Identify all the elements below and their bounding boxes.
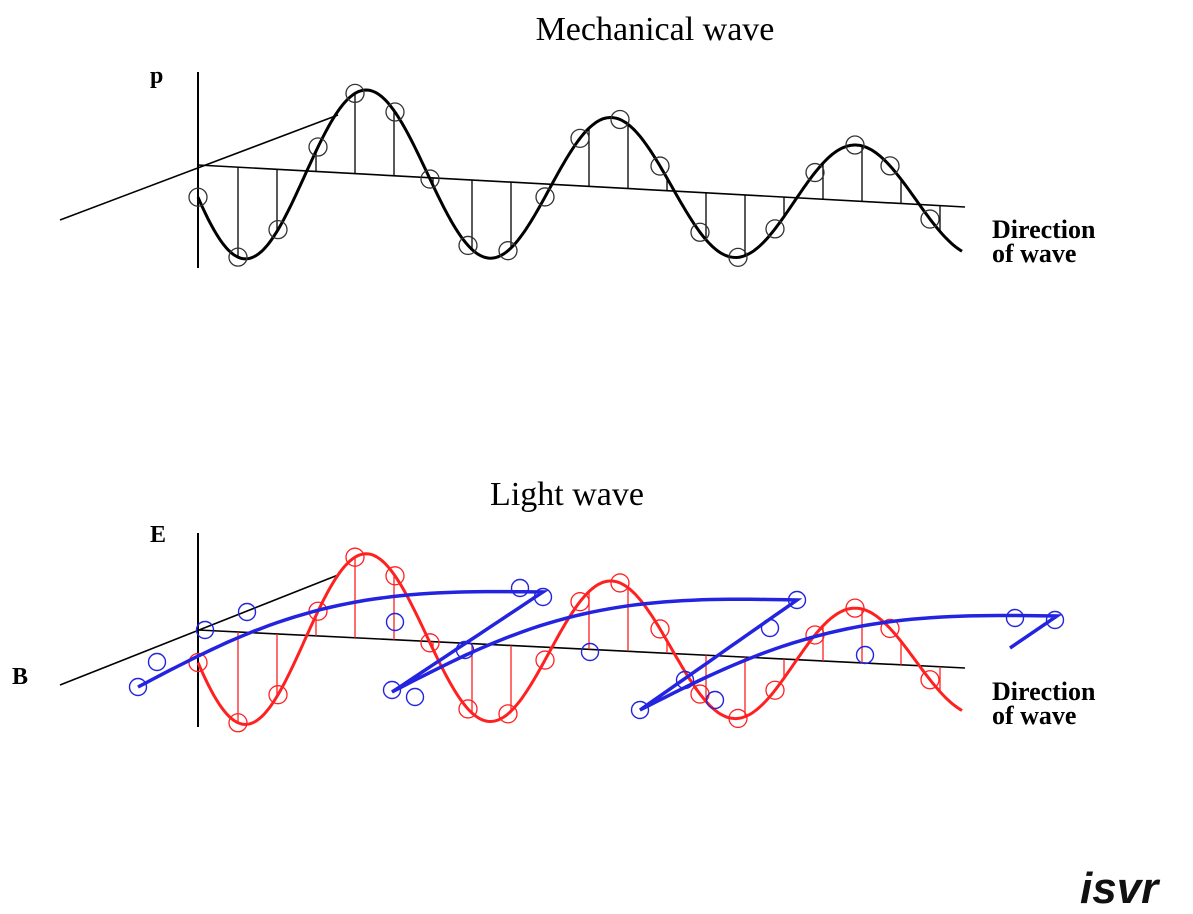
light-wave-title: Light wave: [490, 476, 644, 513]
b-field-point: [705, 690, 725, 710]
e-field-point: [458, 699, 478, 719]
b-field-point: [195, 620, 215, 640]
light-b-label: B: [12, 664, 28, 690]
mechanical-wave-panel: Mechanical wave p Direction of wave: [59, 11, 1096, 268]
e-field-point: [345, 547, 365, 567]
e-field-point: [385, 566, 405, 586]
mechanical-particle: [268, 220, 288, 240]
b-field-point: [855, 645, 875, 665]
light-direction-label-line1: Direction: [992, 677, 1096, 706]
mechanical-direction-label-line2: of wave: [992, 239, 1076, 268]
light-b-field-curve: [137, 589, 1063, 712]
mechanical-particle: [765, 219, 785, 239]
mechanical-particle: [610, 109, 630, 130]
mechanical-direction-axis: [197, 164, 966, 208]
e-field-point: [570, 592, 590, 612]
mechanical-particle: [385, 102, 405, 122]
mechanical-depth-axis: [59, 114, 339, 221]
b-field-point: [533, 587, 553, 607]
light-e-field-stems: [237, 557, 941, 723]
mechanical-wave-curve: [196, 88, 963, 261]
mechanical-particle: [920, 209, 940, 229]
mechanical-particle: [728, 247, 748, 268]
b-field-point: [385, 612, 405, 632]
e-field-point: [845, 598, 865, 618]
mechanical-particle: [535, 187, 555, 207]
e-field-point: [650, 619, 670, 639]
e-field-point: [268, 685, 288, 705]
light-e-field-curve: [196, 552, 963, 726]
e-field-point: [880, 618, 900, 639]
mechanical-particle: [690, 222, 710, 242]
isvr-logo: isvr: [1080, 864, 1161, 913]
mechanical-particle: [345, 83, 365, 104]
b-field-point: [760, 618, 780, 638]
mechanical-particle: [880, 156, 900, 176]
b-field-point: [510, 578, 530, 598]
mechanical-particle: [420, 169, 440, 189]
e-field-point: [498, 704, 518, 724]
b-field-point: [580, 642, 600, 662]
e-field-point: [765, 680, 785, 700]
mechanical-stems: [237, 93, 941, 258]
light-b-field-points: [128, 578, 1065, 720]
b-field-point: [147, 652, 167, 672]
mechanical-particle: [570, 128, 590, 148]
mechanical-wave-title: Mechanical wave: [536, 11, 775, 48]
e-field-point: [228, 713, 248, 733]
mechanical-particle: [498, 241, 518, 261]
mechanical-particle: [188, 187, 208, 207]
e-field-point: [920, 670, 940, 690]
mechanical-particle: [458, 235, 478, 256]
b-field-point: [455, 640, 475, 660]
light-e-field-points: [188, 547, 940, 733]
b-field-point: [630, 700, 650, 720]
mechanical-particle: [650, 156, 670, 176]
b-field-point: [237, 602, 257, 622]
b-field-point: [405, 687, 425, 707]
light-direction-label-line2: of wave: [992, 701, 1076, 730]
b-field-point: [128, 677, 148, 697]
mechanical-axis-label: p: [150, 63, 163, 89]
mechanical-particle: [845, 135, 865, 155]
e-field-point: [535, 650, 555, 670]
e-field-point: [420, 633, 440, 653]
b-field-point: [1045, 610, 1065, 630]
light-wave-panel: Light wave E B Direction of wave: [12, 476, 1096, 733]
b-field-point: [1005, 608, 1025, 628]
e-field-point: [728, 708, 748, 729]
light-e-label: E: [150, 522, 166, 548]
b-field-point: [675, 670, 695, 690]
e-field-point: [610, 573, 630, 593]
b-field-point: [382, 680, 402, 700]
mechanical-particles: [188, 83, 940, 268]
mechanical-direction-label-line1: Direction: [992, 215, 1096, 244]
e-field-point: [188, 652, 208, 673]
b-field-point: [787, 590, 807, 610]
mechanical-particle: [805, 162, 825, 183]
mechanical-particle: [308, 137, 328, 157]
mechanical-particle: [228, 247, 248, 267]
